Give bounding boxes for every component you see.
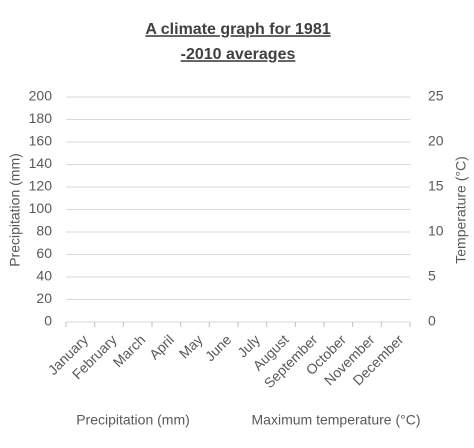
y2-tick-label: 15 [428, 178, 444, 194]
y-tick-label: 200 [29, 88, 53, 104]
y-tick-label: 40 [36, 268, 52, 284]
x-tick-label: May [176, 331, 206, 361]
y2-tick-label: 10 [428, 223, 444, 239]
y-tick-label: 160 [29, 133, 53, 149]
y2-tick-label: 5 [428, 268, 436, 284]
y-tick-label: 140 [29, 155, 53, 171]
legend-entry: Maximum temperature (°C) [252, 412, 421, 428]
chart-title: A climate graph for 1981 [145, 21, 330, 38]
y2-tick-label: 0 [428, 313, 436, 329]
y-tick-label: 180 [29, 110, 53, 126]
y-axis-title: Precipitation (mm) [7, 153, 23, 267]
y-tick-label: 20 [36, 290, 52, 306]
y-tick-label: 60 [36, 245, 52, 261]
y2-axis-title: Temperature (°C) [453, 156, 469, 264]
x-tick-label: March [110, 331, 149, 370]
chart-title: -2010 averages [181, 46, 296, 63]
y-tick-label: 120 [29, 178, 53, 194]
x-tick-label: April [146, 331, 177, 362]
y-tick-label: 0 [44, 313, 52, 329]
y2-tick-label: 20 [428, 133, 444, 149]
y2-tick-label: 25 [428, 88, 444, 104]
legend-entry: Precipitation (mm) [76, 412, 190, 428]
y-tick-label: 100 [29, 200, 53, 216]
x-tick-label: June [202, 331, 235, 364]
y-tick-label: 80 [36, 223, 52, 239]
